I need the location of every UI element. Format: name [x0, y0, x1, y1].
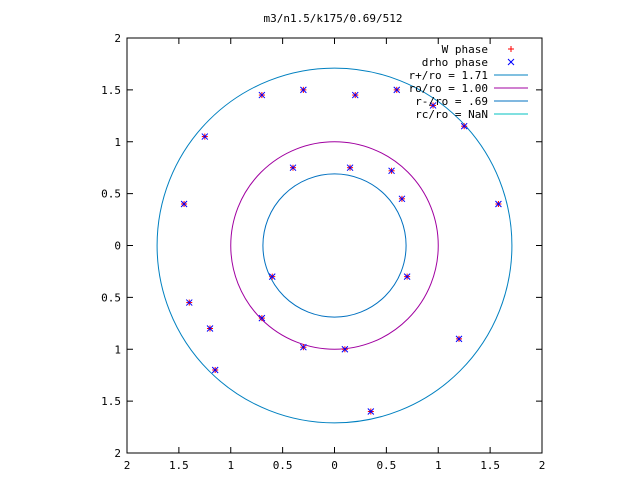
- marker-stroke: [211, 366, 219, 374]
- marker-stroke: [206, 325, 214, 332]
- drho-phase-point: [393, 86, 401, 94]
- marker-stroke: [268, 273, 276, 280]
- marker-stroke: [460, 122, 468, 130]
- drho-phase-point: [180, 200, 188, 208]
- marker-stroke: [289, 164, 297, 172]
- drho-phase-point: [289, 164, 297, 172]
- x-tick-label: 0: [331, 459, 338, 472]
- marker-stroke: [429, 102, 437, 109]
- x-tick-label: 0.5: [273, 459, 293, 472]
- reference-circle: [262, 173, 407, 318]
- legend-label: drho phase: [422, 56, 488, 69]
- drho-phase-point: [367, 408, 375, 415]
- legend-label: ro/ro = 1.00: [409, 82, 488, 95]
- drho-phase-point: [351, 91, 359, 99]
- marker-stroke: [346, 164, 354, 172]
- marker-stroke: [258, 314, 266, 322]
- marker-stroke: [367, 408, 375, 415]
- marker-stroke: [180, 200, 188, 208]
- drho-phase-point: [455, 335, 463, 343]
- marker-stroke: [403, 273, 411, 280]
- drho-phase-point: [346, 164, 354, 172]
- y-tick-label: 0: [114, 240, 121, 253]
- x-tick-label: 1.5: [169, 459, 189, 472]
- drho-phase-point: [403, 273, 411, 280]
- x-tick-label: 1.5: [480, 459, 500, 472]
- legend-swatch: [507, 58, 515, 66]
- marker-stroke: [388, 167, 395, 175]
- reference-circle: [156, 67, 513, 424]
- y-tick-label: 1: [114, 343, 121, 356]
- y-tick-label: 1.5: [101, 84, 121, 97]
- legend-label: r+/ro = 1.71: [409, 69, 488, 82]
- legend-label: r-/ro = .69: [415, 95, 488, 108]
- reference-circles: [156, 67, 513, 424]
- marker-stroke: [341, 345, 349, 353]
- drho-phase-point: [388, 167, 395, 175]
- y-tick-label: 1.5: [101, 395, 121, 408]
- x-tick-label: 1: [435, 459, 442, 472]
- drho-phase-point: [185, 299, 193, 306]
- y-tick-label: 0.5: [101, 188, 121, 201]
- y-tick-label: 1: [114, 136, 121, 149]
- drho-phase-point: [211, 366, 219, 374]
- y-tick-label: 2: [114, 447, 121, 460]
- x-tick-label: 1: [227, 459, 234, 472]
- drho-phase-point: [341, 345, 349, 353]
- marker-stroke: [258, 91, 266, 99]
- marker-stroke: [398, 195, 406, 203]
- x-tick-label: 0.5: [376, 459, 396, 472]
- chart-title: m3/n1.5/k175/0.69/512: [263, 12, 402, 25]
- drho-phase-point: [300, 86, 307, 94]
- axes: 2 1.5 1 0.5 0 0.5 1 1.5 221.510.500.511.52: [101, 32, 545, 472]
- x-tick-label: 2: [539, 459, 546, 472]
- marker-stroke: [455, 335, 463, 343]
- marker-stroke: [201, 133, 209, 140]
- reference-circle: [230, 141, 439, 350]
- data-points: [180, 86, 502, 415]
- marker-stroke: [393, 86, 401, 94]
- drho-phase-point: [258, 91, 266, 99]
- drho-phase-point: [300, 343, 307, 351]
- x-tick-label: 2: [124, 459, 131, 472]
- marker-stroke: [351, 91, 359, 99]
- legend-label: W phase: [442, 43, 488, 56]
- drho-phase-point: [495, 200, 502, 208]
- drho-phase-point: [429, 102, 437, 109]
- marker-stroke: [300, 86, 307, 94]
- drho-phase-point: [398, 195, 406, 203]
- drho-phase-point: [460, 122, 468, 130]
- drho-phase-point: [268, 273, 276, 280]
- marker-stroke: [300, 343, 307, 351]
- drho-phase-point: [201, 133, 209, 140]
- drho-phase-point: [258, 314, 266, 322]
- legend-label: rc/ro = NaN: [415, 108, 488, 121]
- marker-stroke: [495, 200, 502, 208]
- y-tick-label: 0.5: [101, 291, 121, 304]
- drho-phase-point: [206, 325, 214, 332]
- y-tick-label: 2: [114, 32, 121, 45]
- marker-stroke: [185, 299, 193, 306]
